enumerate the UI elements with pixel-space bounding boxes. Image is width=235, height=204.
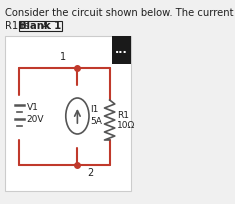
Text: 5A: 5A bbox=[90, 118, 102, 126]
Text: ...: ... bbox=[115, 45, 128, 55]
Text: 10Ω: 10Ω bbox=[117, 122, 136, 131]
Text: 2: 2 bbox=[87, 168, 93, 178]
Text: Consider the circuit shown below. The current along: Consider the circuit shown below. The cu… bbox=[5, 8, 235, 18]
Text: I1: I1 bbox=[90, 105, 99, 114]
Text: 1: 1 bbox=[59, 52, 66, 62]
Text: R1: R1 bbox=[117, 111, 129, 120]
Text: 20V: 20V bbox=[27, 115, 44, 124]
FancyBboxPatch shape bbox=[5, 36, 131, 191]
Text: V1: V1 bbox=[27, 103, 38, 112]
Text: Blank 1: Blank 1 bbox=[19, 21, 62, 31]
FancyBboxPatch shape bbox=[112, 36, 131, 64]
Text: R1 is: R1 is bbox=[5, 21, 33, 31]
Text: A.: A. bbox=[39, 21, 52, 31]
